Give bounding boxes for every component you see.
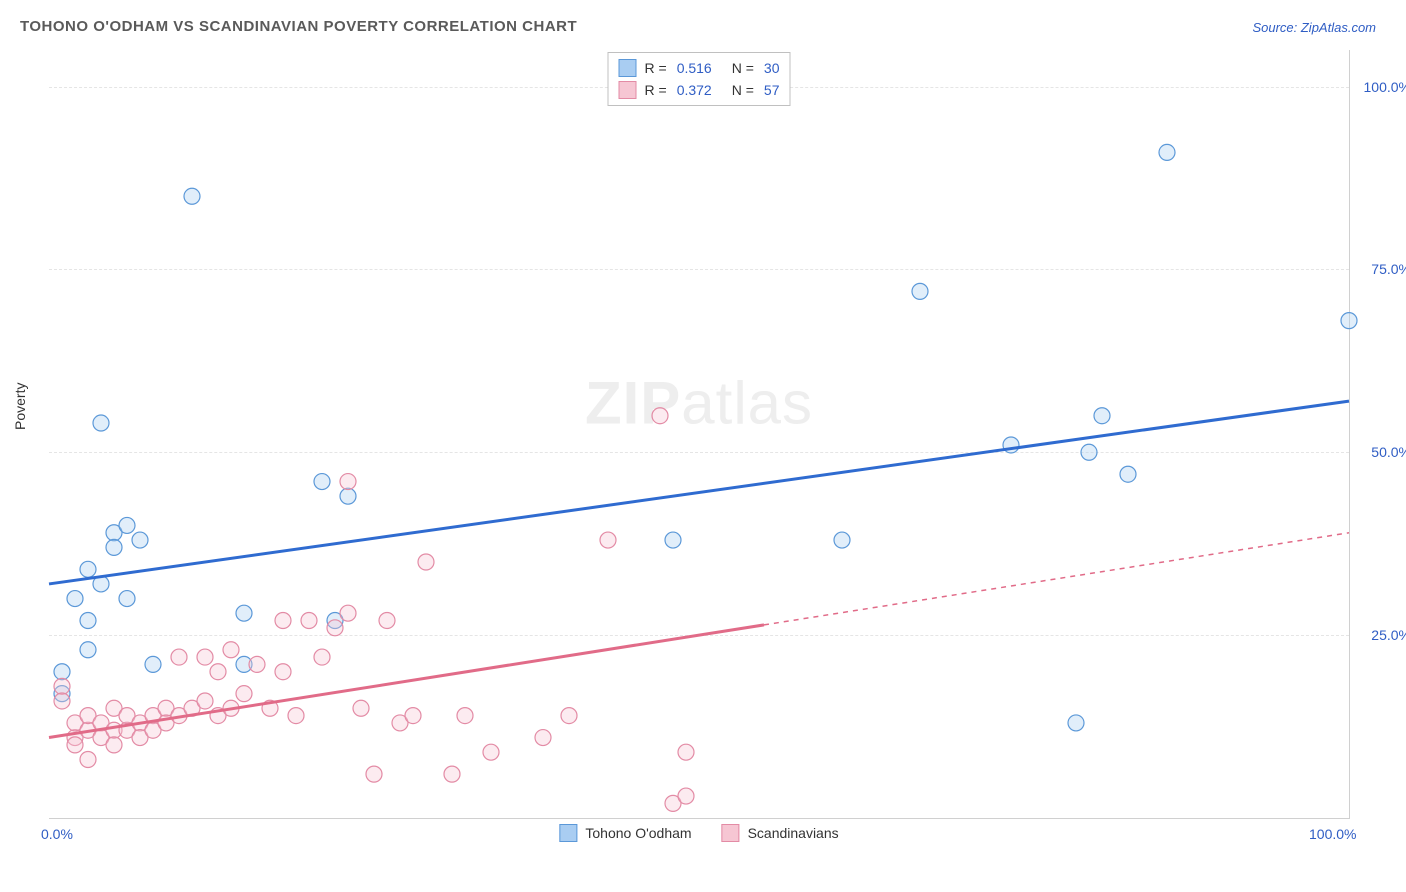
scatter-point xyxy=(444,766,460,782)
x-tick-label: 100.0% xyxy=(1309,826,1356,842)
scatter-point xyxy=(314,649,330,665)
scatter-point xyxy=(236,686,252,702)
scatter-point xyxy=(210,664,226,680)
scatter-point xyxy=(561,708,577,724)
scatter-point xyxy=(327,620,343,636)
n-label: N = xyxy=(732,79,754,101)
scatter-point xyxy=(106,539,122,555)
scatter-point xyxy=(366,766,382,782)
scatter-point xyxy=(405,708,421,724)
scatter-point xyxy=(457,708,473,724)
scatter-point xyxy=(236,605,252,621)
stats-legend-row: R = 0.516 N = 30 xyxy=(619,57,780,79)
scatter-point xyxy=(106,737,122,753)
scatter-point xyxy=(1081,444,1097,460)
scatter-point xyxy=(275,613,291,629)
scatter-point xyxy=(834,532,850,548)
scatter-point xyxy=(54,678,70,694)
scatter-point xyxy=(353,700,369,716)
legend-swatch xyxy=(619,59,637,77)
r-label: R = xyxy=(645,79,667,101)
n-label: N = xyxy=(732,57,754,79)
series-name: Scandinavians xyxy=(748,825,839,841)
scatter-point xyxy=(1068,715,1084,731)
source-credit: Source: ZipAtlas.com xyxy=(1252,20,1376,35)
legend-swatch xyxy=(722,824,740,842)
scatter-point xyxy=(1094,408,1110,424)
y-tick-label: 50.0% xyxy=(1356,444,1406,460)
scatter-point xyxy=(275,664,291,680)
scatter-point xyxy=(54,664,70,680)
scatter-point xyxy=(54,693,70,709)
y-tick-label: 75.0% xyxy=(1356,261,1406,277)
scatter-point xyxy=(288,708,304,724)
scatter-point xyxy=(340,474,356,490)
scatter-svg xyxy=(49,50,1349,818)
scatter-point xyxy=(119,591,135,607)
scatter-point xyxy=(80,642,96,658)
r-label: R = xyxy=(645,57,667,79)
scatter-point xyxy=(197,693,213,709)
scatter-point xyxy=(145,656,161,672)
scatter-point xyxy=(600,532,616,548)
stats-legend: R = 0.516 N = 30 R = 0.372 N = 57 xyxy=(608,52,791,106)
scatter-point xyxy=(912,283,928,299)
scatter-point xyxy=(678,788,694,804)
scatter-point xyxy=(249,656,265,672)
scatter-point xyxy=(535,730,551,746)
scatter-point xyxy=(340,605,356,621)
n-value: 57 xyxy=(764,79,780,101)
scatter-point xyxy=(301,613,317,629)
series-legend: Tohono O'odham Scandinavians xyxy=(559,824,838,842)
scatter-point xyxy=(93,415,109,431)
scatter-point xyxy=(80,751,96,767)
scatter-point xyxy=(67,591,83,607)
n-value: 30 xyxy=(764,57,780,79)
scatter-point xyxy=(223,642,239,658)
scatter-point xyxy=(80,561,96,577)
scatter-point xyxy=(418,554,434,570)
scatter-point xyxy=(171,649,187,665)
series-name: Tohono O'odham xyxy=(585,825,691,841)
y-tick-label: 25.0% xyxy=(1356,627,1406,643)
r-value: 0.372 xyxy=(677,79,712,101)
scatter-point xyxy=(119,517,135,533)
series-legend-item: Scandinavians xyxy=(722,824,839,842)
plot-area: ZIPatlas R = 0.516N = 30R = 0.372N = 57 … xyxy=(49,50,1350,819)
scatter-point xyxy=(379,613,395,629)
scatter-point xyxy=(80,613,96,629)
y-axis-label: Poverty xyxy=(12,383,28,430)
series-legend-item: Tohono O'odham xyxy=(559,824,691,842)
chart-title: TOHONO O'ODHAM VS SCANDINAVIAN POVERTY C… xyxy=(20,18,577,35)
scatter-point xyxy=(67,737,83,753)
scatter-point xyxy=(483,744,499,760)
scatter-point xyxy=(1120,466,1136,482)
scatter-point xyxy=(340,488,356,504)
trend-line-dashed xyxy=(764,533,1349,625)
scatter-point xyxy=(665,532,681,548)
r-value: 0.516 xyxy=(677,57,712,79)
scatter-point xyxy=(197,649,213,665)
trend-line xyxy=(49,401,1349,584)
scatter-point xyxy=(652,408,668,424)
legend-swatch xyxy=(619,81,637,99)
scatter-point xyxy=(1159,144,1175,160)
scatter-point xyxy=(184,188,200,204)
legend-swatch xyxy=(559,824,577,842)
scatter-point xyxy=(678,744,694,760)
x-tick-label: 0.0% xyxy=(41,826,73,842)
y-tick-label: 100.0% xyxy=(1356,79,1406,95)
stats-legend-row: R = 0.372 N = 57 xyxy=(619,79,780,101)
scatter-point xyxy=(1341,313,1357,329)
scatter-point xyxy=(314,474,330,490)
scatter-point xyxy=(132,532,148,548)
